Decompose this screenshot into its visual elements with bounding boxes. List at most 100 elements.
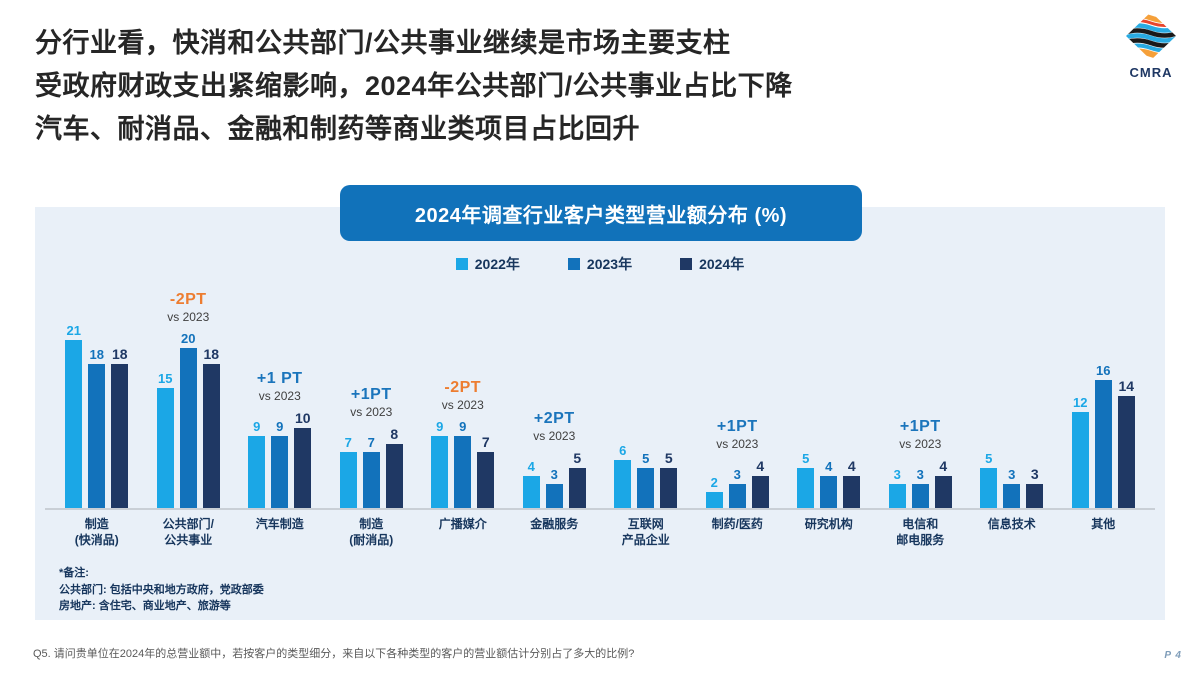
bar-with-label: 3	[911, 467, 929, 508]
cmra-logo: CMRA	[1116, 10, 1186, 80]
category-label: 广播媒介	[438, 517, 487, 531]
value-label: 9	[253, 419, 261, 434]
value-label: 4	[939, 458, 948, 474]
bar-group: +2PT vs 2023 4 3 5	[509, 207, 601, 508]
value-label: 7	[481, 434, 490, 450]
category-label: 研究机构	[804, 517, 853, 531]
category-label: 汽车制造	[255, 517, 304, 531]
footnote-line-3: 房地产: 含住宅、商业地产、旅游等	[59, 600, 231, 612]
chart-title: 2024年调查行业客户类型营业额分布 (%)	[414, 204, 788, 227]
bar	[888, 484, 906, 508]
category-label: 电信和 邮电服务	[896, 517, 945, 547]
bar-with-label: 10	[294, 410, 312, 508]
bar	[820, 476, 838, 508]
change-annotation-delta: +1PT	[350, 386, 392, 403]
legend-swatch-2023-icon	[567, 258, 580, 270]
bar-with-label: 4	[934, 458, 952, 508]
value-label: 20	[181, 331, 196, 346]
bar	[1094, 380, 1112, 508]
footnote-line-1: *备注:	[59, 567, 89, 579]
bar-with-label: 18	[111, 346, 129, 508]
bar-with-label: 14	[1117, 378, 1135, 508]
bar-with-label: 16	[1094, 363, 1112, 508]
change-annotation-delta: +1PT	[899, 418, 941, 435]
bar-with-label: 4	[843, 458, 861, 508]
bar-with-label: 3	[728, 467, 746, 508]
bar	[797, 468, 815, 508]
category-labels: 制造 (快消品) 公共部门/公共事业 汽车制造 制造 (耐消品) 广播媒介 金融服务 互联网 产品…	[51, 517, 1149, 548]
value-label: 15	[158, 371, 173, 386]
value-label: 16	[1096, 363, 1111, 378]
change-annotation-note: vs 2023	[899, 437, 942, 451]
bar-cluster: 15 20 18	[156, 331, 220, 508]
bar-with-label: 3	[888, 467, 906, 508]
legend-item-2023: 2023年	[567, 254, 632, 274]
value-label: 18	[111, 346, 128, 362]
bar-with-label: 9	[271, 419, 289, 508]
legend-label-2024: 2024年	[699, 256, 745, 272]
bar	[1003, 484, 1021, 508]
bar	[545, 484, 563, 508]
category-label: 制造 (快消品)	[74, 517, 119, 547]
bar	[111, 364, 129, 508]
bar	[385, 444, 403, 508]
change-annotation: -2PT vs 2023	[442, 379, 484, 412]
value-label: 5	[573, 450, 582, 466]
value-label: 12	[1073, 395, 1088, 410]
bar-with-label: 5	[568, 450, 586, 508]
footnote-line-2: 公共部门: 包括中央和地方政府，党政部委	[59, 583, 264, 596]
bar-group: +1 PT vs 2023 9 9 10	[234, 207, 326, 508]
bar	[362, 452, 380, 508]
slide-title: 分行业看，快消和公共部门/公共事业继续是市场主要支柱 受政府财政支出紧缩影响，2…	[35, 22, 793, 152]
change-annotation: +1PT vs 2023	[350, 386, 392, 419]
category-label: 金融服务	[530, 517, 579, 531]
bar-cluster: 12 16 14	[1071, 363, 1135, 508]
bar	[294, 428, 312, 508]
chart-legend: 2022年 2023年 2024年	[35, 254, 1165, 274]
legend-item-2022: 2022年	[455, 254, 520, 274]
bar-group: -2PT vs 2023 9 9 7	[417, 207, 509, 508]
value-label: 3	[550, 467, 558, 482]
value-label: 14	[1118, 378, 1135, 394]
bar	[522, 476, 540, 508]
bar	[1026, 484, 1044, 508]
bar	[431, 436, 449, 508]
bar-with-label: 9	[454, 419, 472, 508]
bar-cluster: 9 9 10	[248, 410, 312, 508]
change-annotation-note: vs 2023	[258, 389, 301, 403]
change-annotation: -2PT vs 2023	[167, 291, 209, 324]
change-annotation-delta: +1PT	[716, 418, 758, 435]
value-label: 4	[847, 458, 856, 474]
bar	[980, 468, 998, 508]
bar-cluster: 21 18 18	[65, 323, 129, 508]
bar-with-label: 8	[385, 426, 403, 508]
value-label: 6	[619, 443, 627, 458]
change-annotation: +2PT vs 2023	[533, 410, 575, 443]
value-label: 9	[276, 419, 284, 434]
bar-group: 21 18 18	[51, 207, 143, 508]
bar	[637, 468, 655, 508]
change-annotation-delta: -2PT	[444, 379, 482, 396]
value-label: 5	[985, 451, 993, 466]
value-label: 18	[89, 347, 104, 362]
bar-with-label: 9	[248, 419, 266, 508]
value-label: 3	[916, 467, 924, 482]
slide-title-line-2: 受政府财政支出紧缩影响，2024年公共部门/公共事业占比下降	[35, 71, 793, 102]
bar	[728, 484, 746, 508]
page-number: P 4	[1164, 650, 1182, 661]
change-annotation-delta: +2PT	[533, 410, 575, 427]
bar	[339, 452, 357, 508]
legend-item-2024: 2024年	[680, 254, 744, 274]
bar-with-label: 4	[522, 459, 540, 508]
bar-with-label: 5	[660, 450, 678, 508]
x-axis-line	[45, 508, 1155, 510]
bar	[911, 484, 929, 508]
